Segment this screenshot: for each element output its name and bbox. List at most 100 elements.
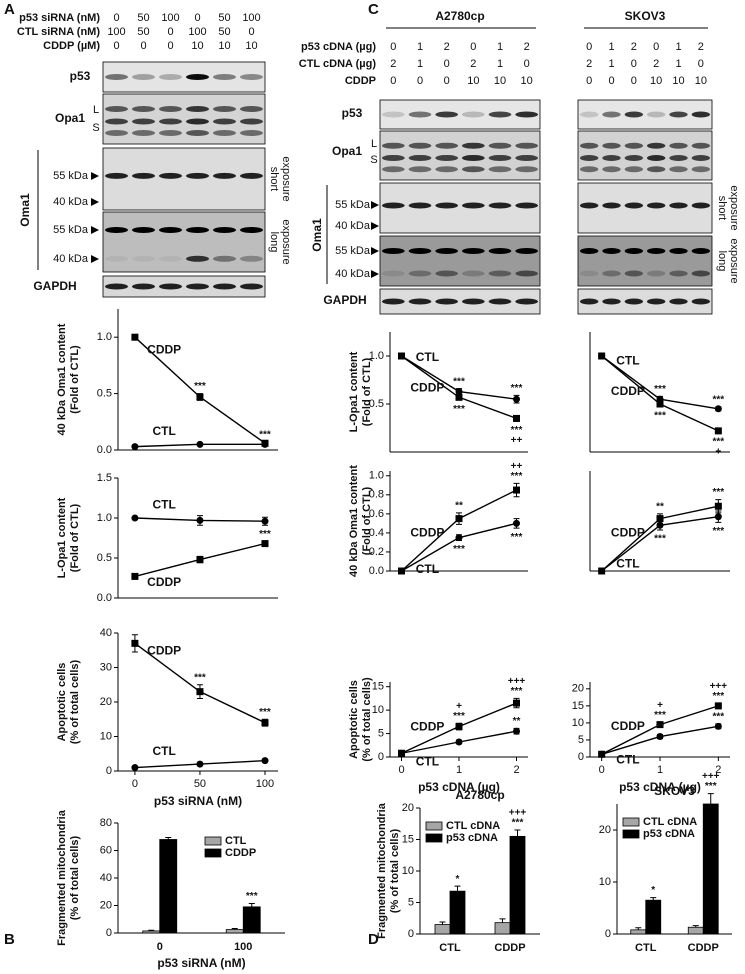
y-tick-label: 0.5	[97, 552, 112, 564]
blot-band	[132, 227, 155, 233]
bar	[645, 899, 662, 935]
blot-band	[132, 118, 155, 125]
condition-value: 0	[390, 41, 396, 53]
blot-band	[488, 248, 512, 254]
annotation: ***	[246, 891, 258, 902]
annotation: ***	[654, 384, 666, 395]
blot-band	[462, 166, 485, 173]
bar	[242, 906, 261, 934]
point	[261, 540, 269, 548]
point	[131, 639, 139, 647]
blot-band	[602, 202, 621, 209]
blot-band	[580, 298, 599, 305]
exposure-label: exposure	[728, 185, 740, 230]
blot-label: p53	[342, 106, 363, 120]
blot-band	[408, 270, 432, 277]
blot-band	[435, 248, 458, 254]
blot	[102, 93, 266, 145]
blot-label: Oma1	[18, 193, 32, 227]
marker-arrow	[91, 172, 99, 180]
y-axis-label: Apoptotic cells	[56, 663, 68, 742]
point	[131, 333, 139, 341]
blot-band	[580, 248, 599, 254]
blot-band	[462, 142, 485, 149]
error-bar	[439, 921, 446, 925]
blot-band	[213, 130, 236, 136]
blot-band	[105, 172, 128, 179]
blot-band	[435, 111, 458, 118]
blot-band	[186, 172, 209, 179]
condition-value: 0	[167, 26, 173, 38]
blot-label: S	[92, 122, 99, 134]
condition-value: 0	[470, 41, 476, 53]
y-tick-label: 0.5	[97, 388, 112, 400]
y-tick-label: 10	[372, 704, 384, 716]
blot-band	[580, 142, 599, 149]
exposure-label: exposure	[728, 238, 740, 283]
blot-band	[159, 227, 182, 233]
y-tick-label: 0.6	[369, 508, 384, 520]
x-tick-label: 2	[513, 764, 519, 776]
blot-band	[186, 106, 209, 112]
blot-band	[213, 106, 236, 112]
point	[714, 427, 722, 435]
annotation: +	[715, 446, 721, 457]
point	[196, 760, 204, 768]
bar	[142, 930, 161, 934]
error-bar	[148, 929, 155, 931]
point	[196, 440, 204, 448]
blot-label: Opa1	[332, 144, 362, 158]
marker-label: 55 kDa	[53, 170, 89, 182]
condition-value: 0	[140, 40, 146, 52]
blot-band	[580, 202, 599, 209]
point	[513, 727, 520, 735]
blot-band	[691, 166, 710, 173]
blot-band	[435, 166, 458, 173]
legend-swatch	[622, 829, 640, 839]
condition-value: 0	[631, 58, 637, 70]
blot-band	[159, 130, 182, 136]
annotation: ***	[712, 691, 724, 702]
annotation: ***	[511, 383, 523, 394]
blot-band	[240, 255, 263, 262]
x-axis-label: p53 siRNA (nM)	[157, 956, 245, 970]
blot-band	[462, 270, 485, 277]
blot	[577, 182, 713, 234]
y-tick-label: 5	[578, 734, 584, 746]
blot-band	[488, 142, 512, 149]
marker-arrow	[91, 255, 99, 263]
series-label: CTL	[616, 752, 639, 766]
blot-band	[408, 154, 432, 161]
blot-band	[213, 255, 236, 262]
condition-value: 10	[467, 75, 479, 87]
x-tick-label: CDDP	[494, 942, 525, 954]
condition-value: 100	[161, 12, 179, 24]
condition-value: 10	[218, 40, 230, 52]
blot-band	[132, 106, 155, 112]
blot-label: L	[371, 138, 377, 150]
legend-swatch	[425, 833, 443, 843]
annotation: ***	[511, 425, 523, 436]
y-tick-label: 15	[372, 681, 384, 693]
blot-band	[132, 74, 155, 80]
exposure-label: short	[268, 167, 280, 191]
condition-value: 0	[631, 75, 637, 87]
legend-label: CTL cDNA	[643, 816, 697, 828]
marker-arrow	[371, 247, 379, 255]
y-axis-label: Apoptotic cells	[348, 680, 360, 759]
blot-band	[691, 202, 710, 209]
condition-value: 10	[695, 75, 707, 87]
x-tick-label: 50	[194, 778, 206, 790]
error-bar	[248, 902, 255, 907]
blot-band	[488, 111, 512, 118]
blot-band	[515, 142, 539, 149]
point	[455, 388, 463, 396]
x-tick-label: CTL	[635, 942, 657, 954]
blot-band	[647, 270, 666, 277]
annotation: ***	[712, 526, 724, 537]
y-tick-label: 0	[605, 928, 611, 940]
blot-band	[515, 248, 539, 254]
blot-band	[105, 227, 128, 233]
x-axis-label: p53 cDNA (µg)	[418, 780, 500, 794]
